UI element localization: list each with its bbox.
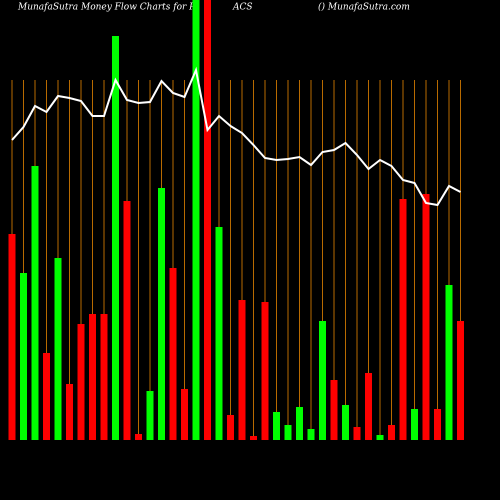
bar [43, 353, 50, 440]
bar [215, 227, 223, 440]
chart-title: ACS [232, 3, 253, 13]
bar [89, 314, 96, 440]
bar [261, 302, 269, 440]
bar [169, 268, 177, 440]
bar [135, 434, 142, 440]
bar [399, 199, 407, 440]
bar [77, 324, 85, 440]
bar [181, 389, 188, 440]
bar [158, 188, 165, 440]
bar [330, 380, 338, 440]
bar [284, 425, 292, 440]
bar [434, 409, 441, 440]
bar [445, 285, 453, 440]
bar [319, 321, 326, 440]
bar [20, 273, 27, 440]
bar [66, 384, 73, 440]
bar [31, 166, 39, 440]
bar [296, 407, 303, 440]
bar [227, 415, 234, 440]
bar [422, 194, 430, 440]
money-flow-line [11, 66, 461, 207]
bar [123, 201, 131, 440]
bar [365, 373, 372, 440]
bar [238, 300, 246, 440]
bar [146, 391, 154, 440]
bar [273, 412, 280, 440]
bar [112, 36, 119, 440]
bar [100, 314, 108, 440]
bar [250, 436, 257, 440]
bar [8, 234, 16, 440]
bar [204, 0, 211, 440]
bar [353, 427, 361, 440]
chart-title: MunafaSutra Money Flow Charts for P [17, 3, 196, 13]
bar [192, 0, 200, 440]
bar [54, 258, 62, 440]
bar [388, 425, 395, 440]
bar [307, 429, 315, 440]
chart-title: () MunafaSutra.com [318, 2, 410, 13]
bar [457, 321, 464, 440]
bar [411, 409, 418, 440]
bar [342, 405, 349, 440]
bar [376, 435, 384, 440]
